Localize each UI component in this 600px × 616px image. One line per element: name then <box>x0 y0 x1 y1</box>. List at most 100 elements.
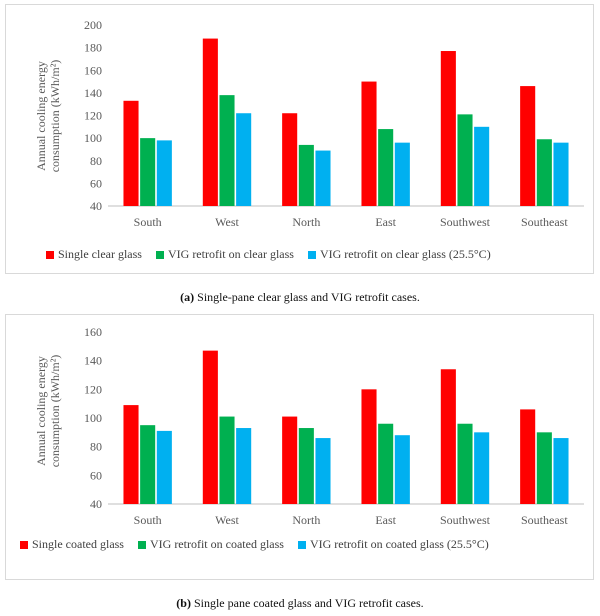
caption-text: Single pane coated glass and VIG retrofi… <box>190 596 424 610</box>
bar <box>378 129 394 206</box>
caption-label: (a) <box>180 290 195 304</box>
chart-b: 40 60 80 100 120 140 160 South West North East Sout… <box>84 325 584 527</box>
legend-item: VIG retrofit on coated glass <box>137 537 284 552</box>
y-axis-label-line2: consumption (kWh/m²) <box>48 354 62 468</box>
bar <box>315 150 331 206</box>
bar <box>140 425 156 504</box>
x-tick-label: North <box>292 215 320 229</box>
legend-label: VIG retrofit on coated glass <box>149 537 284 551</box>
bar <box>457 114 473 206</box>
bar <box>520 409 536 504</box>
x-tick-label: Southeast <box>521 215 568 229</box>
y-tick-label: 160 <box>84 63 102 77</box>
legend-label: Single coated glass <box>32 537 124 551</box>
bar <box>236 428 252 504</box>
x-tick-label: Southwest <box>440 513 491 527</box>
bar <box>123 405 139 504</box>
bar <box>361 81 377 206</box>
bar <box>440 51 456 206</box>
bar <box>282 113 298 206</box>
x-tick-label: West <box>215 513 239 527</box>
y-tick-label: 60 <box>90 468 102 482</box>
x-tick-label: South <box>134 513 162 527</box>
bar <box>202 350 218 504</box>
bar <box>123 100 139 206</box>
legend-swatch <box>20 540 28 549</box>
bar <box>282 416 298 504</box>
bar <box>553 438 569 504</box>
bar <box>236 113 252 206</box>
x-tick-label: East <box>375 513 396 527</box>
y-axis-label-line1: Annual cooling energy <box>34 356 48 466</box>
legend-label: VIG retrofit on clear glass (25.5°C) <box>319 247 491 261</box>
bar <box>440 369 456 504</box>
legend-item: Single clear glass <box>46 247 142 262</box>
chart-panel-a: 40 60 80 100 120 140 160 180 200 South West North Ea… <box>5 4 594 274</box>
bar <box>156 430 172 504</box>
y-tick-label: 60 <box>90 176 102 190</box>
x-tick-label: West <box>215 215 239 229</box>
legend-label: VIG retrofit on coated glass (25.5°C) <box>309 537 489 551</box>
bar <box>298 144 314 206</box>
legend-swatch <box>137 540 146 549</box>
x-tick-label: South <box>134 215 162 229</box>
bar <box>219 95 235 206</box>
legend: Single coated glass VIG retrofit on coat… <box>20 537 503 552</box>
y-tick-label: 80 <box>90 154 102 168</box>
chart-panel-b: 40 60 80 100 120 140 160 South West North East Sout… <box>5 314 594 580</box>
bar <box>536 139 552 206</box>
legend-label: VIG retrofit on clear glass <box>167 247 294 261</box>
legend-item: VIG retrofit on clear glass (25.5°C) <box>307 247 491 262</box>
y-axis-label-line1: Annual cooling energy <box>34 61 48 171</box>
x-tick-label: North <box>292 513 320 527</box>
y-axis-label-line2: consumption (kWh/m²) <box>48 59 62 173</box>
y-axis-label: Annual cooling energy consumption (kWh/m… <box>34 21 62 211</box>
legend-swatch <box>155 250 164 259</box>
x-tick-label: Southeast <box>521 513 568 527</box>
bar <box>361 389 377 504</box>
bar <box>520 86 536 206</box>
y-tick-label: 80 <box>90 440 102 454</box>
y-tick-label: 140 <box>84 86 102 100</box>
y-tick-label: 100 <box>84 131 102 145</box>
caption-a: (a) Single-pane clear glass and VIG retr… <box>0 290 600 305</box>
y-tick-label: 200 <box>84 18 102 32</box>
bar <box>394 435 410 504</box>
bar <box>140 138 156 206</box>
bar <box>474 126 490 206</box>
bar <box>553 142 569 206</box>
legend-item: VIG retrofit on coated glass (25.5°C) <box>297 537 489 552</box>
y-tick-label: 180 <box>84 41 102 55</box>
caption-b: (b) Single pane coated glass and VIG ret… <box>0 596 600 611</box>
legend-swatch <box>46 250 54 259</box>
bar <box>298 428 314 504</box>
bar <box>394 142 410 206</box>
x-tick-label: Southwest <box>440 215 491 229</box>
caption-text: Single-pane clear glass and VIG retrofit… <box>194 290 420 304</box>
y-tick-label: 120 <box>84 382 102 396</box>
chart-a: 40 60 80 100 120 140 160 180 200 South West North Ea… <box>84 18 584 229</box>
y-tick-label: 100 <box>84 411 102 425</box>
y-tick-label: 120 <box>84 109 102 123</box>
legend-item: Single coated glass <box>20 537 124 552</box>
caption-label: (b) <box>176 596 191 610</box>
bar <box>378 423 394 504</box>
y-tick-label: 40 <box>90 497 102 511</box>
bar <box>536 432 552 504</box>
y-tick-label: 140 <box>84 354 102 368</box>
legend-label: Single clear glass <box>58 247 142 261</box>
legend-swatch <box>307 250 316 259</box>
legend-swatch <box>297 540 306 549</box>
bar <box>474 432 490 504</box>
legend-item: VIG retrofit on clear glass <box>155 247 294 262</box>
bar <box>315 438 331 504</box>
bar <box>457 423 473 504</box>
bar <box>202 38 218 207</box>
y-axis-label: Annual cooling energy consumption (kWh/m… <box>34 316 62 506</box>
bar <box>156 140 172 206</box>
y-tick-label: 40 <box>90 199 102 213</box>
bar <box>219 416 235 504</box>
y-tick-label: 160 <box>84 325 102 339</box>
legend: Single clear glass VIG retrofit on clear… <box>46 247 505 262</box>
x-tick-label: East <box>375 215 396 229</box>
